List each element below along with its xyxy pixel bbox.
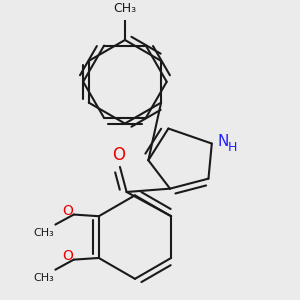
Text: O: O <box>62 204 73 218</box>
Text: O: O <box>112 146 125 164</box>
Text: CH₃: CH₃ <box>33 273 54 283</box>
Text: CH₃: CH₃ <box>33 228 54 238</box>
Text: H: H <box>228 141 237 154</box>
Text: O: O <box>62 249 73 263</box>
Text: CH₃: CH₃ <box>113 2 136 15</box>
Text: N: N <box>218 134 229 149</box>
